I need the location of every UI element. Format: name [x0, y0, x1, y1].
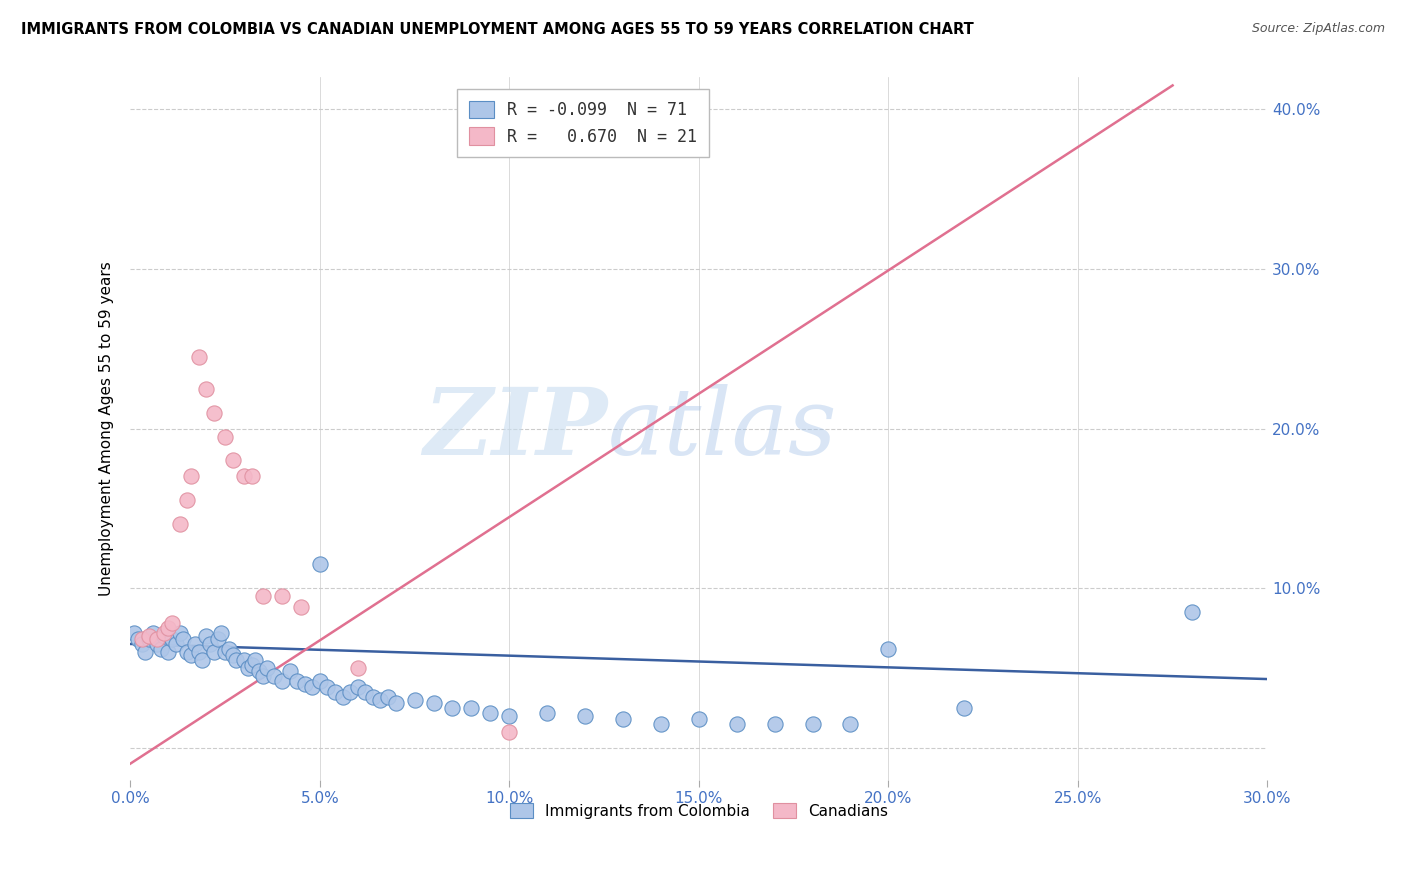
Point: [131, 637, 153, 651]
Point: [384, 696, 406, 710]
Point: [214, 429, 236, 443]
Point: [218, 641, 240, 656]
Point: [247, 664, 270, 678]
Point: [339, 685, 361, 699]
Point: [202, 406, 225, 420]
Point: [138, 632, 160, 647]
Point: [146, 632, 169, 647]
Point: [290, 600, 312, 615]
Point: [354, 685, 377, 699]
Point: [346, 680, 368, 694]
Point: [169, 625, 191, 640]
Point: [332, 690, 354, 704]
Point: [149, 641, 172, 656]
Text: IMMIGRANTS FROM COLOMBIA VS CANADIAN UNEMPLOYMENT AMONG AGES 55 TO 59 YEARS CORR: IMMIGRANTS FROM COLOMBIA VS CANADIAN UNE…: [21, 22, 974, 37]
Text: atlas: atlas: [607, 384, 838, 474]
Point: [316, 680, 339, 694]
Point: [225, 653, 247, 667]
Point: [176, 493, 198, 508]
Point: [165, 637, 187, 651]
Text: Source: ZipAtlas.com: Source: ZipAtlas.com: [1251, 22, 1385, 36]
Y-axis label: Unemployment Among Ages 55 to 59 years: Unemployment Among Ages 55 to 59 years: [100, 261, 114, 596]
Point: [498, 708, 520, 723]
Point: [153, 629, 176, 643]
Point: [172, 632, 194, 647]
Point: [650, 716, 672, 731]
Text: ZIP: ZIP: [423, 384, 607, 474]
Point: [157, 645, 180, 659]
Point: [245, 653, 267, 667]
Point: [153, 625, 176, 640]
Point: [346, 661, 368, 675]
Point: [1180, 605, 1202, 619]
Point: [263, 669, 285, 683]
Point: [801, 716, 824, 731]
Point: [233, 469, 256, 483]
Point: [207, 632, 229, 647]
Point: [134, 645, 156, 659]
Point: [187, 645, 209, 659]
Point: [574, 708, 596, 723]
Point: [498, 724, 520, 739]
Point: [422, 696, 444, 710]
Point: [256, 661, 278, 675]
Point: [169, 517, 191, 532]
Point: [131, 632, 153, 647]
Point: [460, 700, 482, 714]
Point: [370, 693, 392, 707]
Legend: Immigrants from Colombia, Canadians: Immigrants from Colombia, Canadians: [503, 797, 894, 824]
Point: [184, 637, 207, 651]
Point: [252, 669, 274, 683]
Point: [180, 469, 202, 483]
Point: [138, 629, 160, 643]
Point: [725, 716, 748, 731]
Point: [198, 637, 221, 651]
Point: [308, 557, 330, 571]
Point: [536, 706, 558, 720]
Point: [180, 648, 202, 662]
Point: [236, 661, 259, 675]
Point: [441, 700, 464, 714]
Point: [127, 632, 149, 647]
Point: [271, 589, 294, 603]
Point: [233, 653, 256, 667]
Point: [240, 657, 263, 672]
Point: [308, 673, 330, 688]
Point: [240, 469, 263, 483]
Point: [187, 350, 209, 364]
Point: [877, 641, 900, 656]
Point: [763, 716, 786, 731]
Point: [479, 706, 502, 720]
Point: [612, 712, 634, 726]
Point: [176, 645, 198, 659]
Point: [122, 625, 145, 640]
Point: [377, 690, 399, 704]
Point: [839, 716, 862, 731]
Point: [278, 664, 301, 678]
Point: [404, 693, 426, 707]
Point: [294, 677, 316, 691]
Point: [252, 589, 274, 603]
Point: [361, 690, 384, 704]
Point: [146, 637, 169, 651]
Point: [323, 685, 346, 699]
Point: [202, 645, 225, 659]
Point: [191, 653, 214, 667]
Point: [953, 700, 976, 714]
Point: [301, 680, 323, 694]
Point: [195, 629, 218, 643]
Point: [157, 621, 180, 635]
Point: [209, 625, 232, 640]
Point: [142, 625, 165, 640]
Point: [160, 616, 183, 631]
Point: [221, 648, 243, 662]
Point: [285, 673, 308, 688]
Point: [221, 453, 243, 467]
Point: [214, 645, 236, 659]
Point: [160, 632, 183, 647]
Point: [688, 712, 710, 726]
Point: [195, 382, 218, 396]
Point: [271, 673, 294, 688]
